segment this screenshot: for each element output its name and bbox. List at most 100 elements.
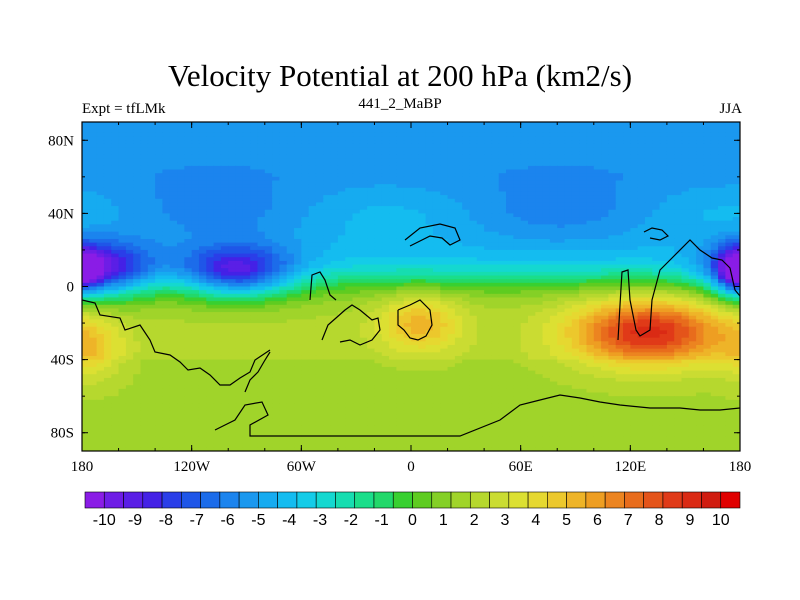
field-cell — [418, 125, 427, 130]
field-cell — [228, 297, 237, 302]
field-cell — [323, 235, 332, 240]
field-cell — [484, 202, 493, 207]
field-cell — [608, 282, 617, 288]
field-cell — [586, 286, 595, 291]
field-cell — [294, 257, 302, 262]
field-cell — [257, 195, 266, 200]
field-cell — [542, 143, 551, 149]
field-cell — [732, 143, 740, 149]
field-cell — [155, 238, 164, 244]
field-cell — [286, 249, 295, 255]
field-cell — [133, 202, 142, 207]
field-cell — [732, 217, 740, 222]
field-cell — [82, 132, 90, 138]
field-cell — [666, 187, 675, 193]
field-cell — [418, 220, 427, 225]
field-cell — [286, 195, 295, 200]
field-cell — [688, 301, 697, 306]
field-cell — [659, 293, 668, 299]
field-cell — [644, 268, 653, 273]
field-cell — [462, 246, 471, 251]
field-cell — [206, 315, 215, 320]
field-cell — [272, 235, 280, 240]
field-cell — [535, 253, 544, 258]
field-cell — [623, 129, 631, 134]
field-cell — [732, 176, 740, 182]
field-cell — [666, 293, 675, 299]
field-cell — [250, 264, 259, 269]
field-cell — [484, 286, 493, 291]
field-cell — [96, 308, 105, 313]
field-cell — [725, 279, 734, 284]
field-cell — [527, 271, 536, 277]
field-cell — [96, 125, 105, 130]
field-cell — [250, 260, 259, 266]
field-cell — [308, 143, 317, 149]
field-cell — [89, 308, 98, 313]
field-cell — [462, 275, 471, 280]
field-cell — [330, 246, 339, 251]
field-cell — [272, 301, 280, 306]
field-cell — [571, 271, 580, 277]
field-cell — [447, 304, 456, 310]
field-cell — [710, 129, 719, 134]
field-cell — [155, 290, 164, 295]
field-cell — [235, 140, 244, 145]
field-cell — [520, 202, 529, 207]
field-cell — [549, 290, 558, 295]
field-cell — [228, 154, 237, 160]
field-cell — [549, 158, 558, 163]
field-cell — [242, 312, 251, 317]
field-cell — [484, 246, 493, 251]
field-cell — [381, 290, 390, 295]
field-cell — [323, 268, 332, 273]
field-cell — [125, 235, 134, 240]
field-cell — [535, 220, 544, 225]
field-cell — [140, 154, 149, 160]
field-cell — [608, 304, 617, 310]
field-cell — [659, 209, 668, 214]
field-cell — [506, 129, 514, 134]
field-cell — [601, 158, 609, 163]
field-cell — [103, 228, 112, 233]
field-cell — [162, 228, 171, 233]
field-cell — [213, 228, 222, 233]
field-cell — [184, 169, 193, 174]
field-cell — [637, 147, 646, 152]
field-cell — [206, 198, 215, 204]
field-cell — [359, 238, 368, 244]
field-cell — [286, 286, 295, 291]
field-cell — [506, 293, 514, 299]
field-cell — [103, 257, 112, 262]
field-cell — [345, 235, 354, 240]
field-cell — [601, 286, 609, 291]
field-cell — [666, 122, 675, 127]
field-cell — [571, 264, 580, 269]
field-cell — [345, 125, 354, 130]
field-cell — [96, 253, 105, 258]
field-cell — [118, 271, 127, 277]
field-cell — [425, 235, 434, 240]
field-cell — [425, 312, 434, 317]
field-cell — [630, 275, 639, 280]
field-cell — [301, 191, 310, 196]
field-cell — [630, 162, 639, 167]
field-cell — [637, 315, 646, 320]
field-cell — [133, 162, 142, 167]
field-cell — [381, 151, 390, 156]
field-cell — [147, 268, 156, 273]
field-cell — [352, 162, 361, 167]
field-cell — [147, 195, 156, 200]
field-cell — [103, 151, 112, 156]
field-cell — [542, 206, 551, 211]
field-cell — [213, 217, 222, 222]
field-cell — [82, 198, 90, 204]
field-cell — [659, 268, 668, 273]
field-cell — [425, 154, 434, 160]
field-cell — [637, 275, 646, 280]
field-cell — [462, 122, 471, 127]
field-cell — [652, 143, 661, 149]
field-cell — [147, 286, 156, 291]
field-cell — [506, 213, 514, 218]
field-cell — [579, 217, 588, 222]
